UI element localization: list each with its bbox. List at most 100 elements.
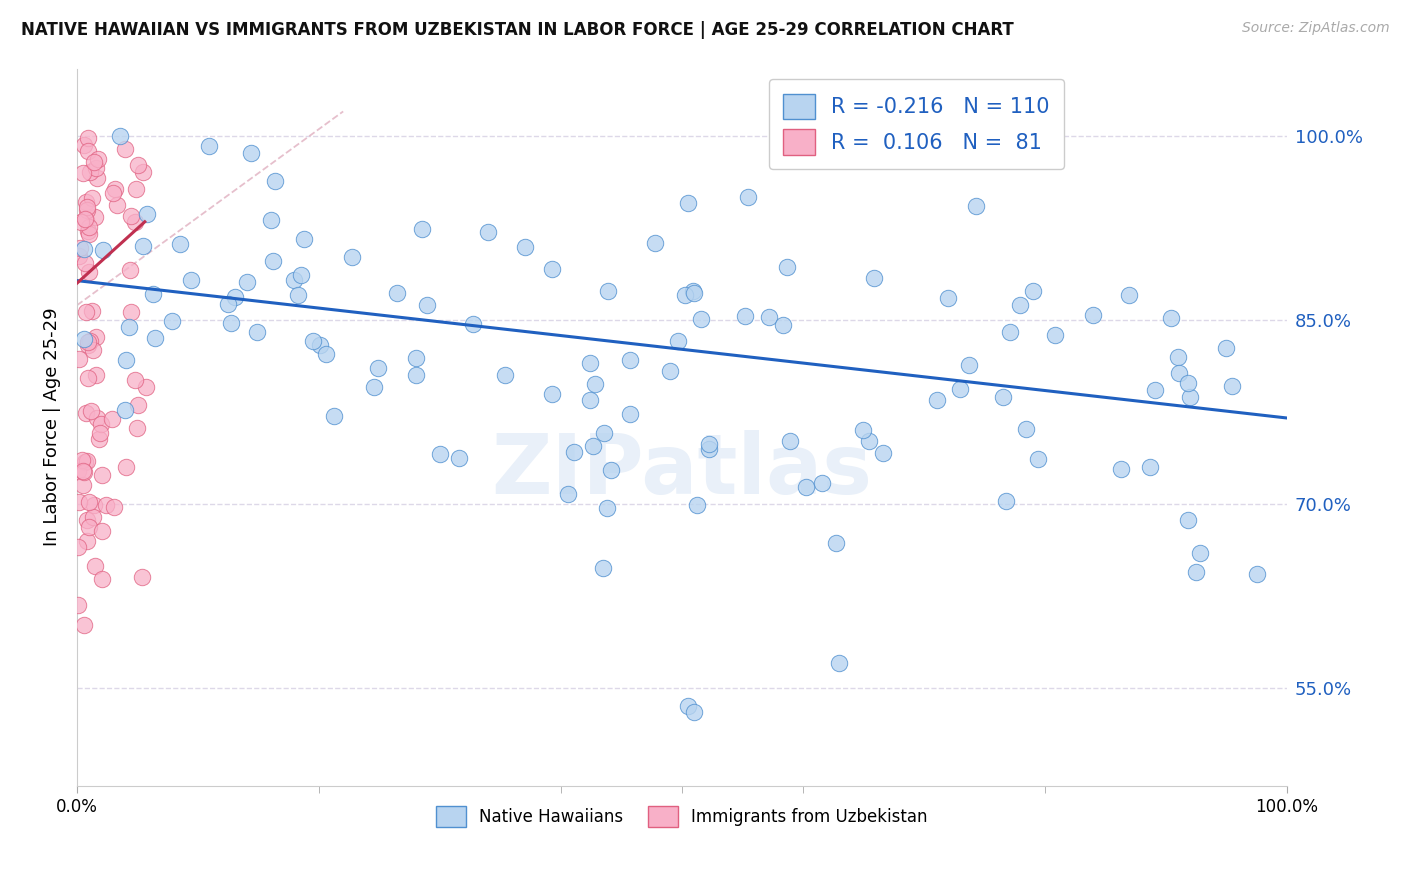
Point — [143, 331, 166, 345]
Point — [72, 166, 94, 180]
Point — [385, 285, 408, 300]
Point — [858, 434, 880, 448]
Point — [79, 227, 101, 241]
Point — [668, 334, 690, 349]
Point — [80, 191, 103, 205]
Point — [86, 152, 108, 166]
Point — [89, 417, 111, 431]
Point — [676, 195, 699, 210]
Point — [120, 305, 142, 319]
Point — [77, 265, 100, 279]
Point — [477, 225, 499, 239]
Point — [90, 572, 112, 586]
Point — [79, 219, 101, 234]
Point — [363, 380, 385, 394]
Point — [557, 486, 579, 500]
Point — [1111, 461, 1133, 475]
Point — [77, 144, 100, 158]
Point — [90, 468, 112, 483]
Point — [659, 364, 682, 378]
Point — [75, 406, 97, 420]
Point — [198, 138, 221, 153]
Point — [77, 520, 100, 534]
Point — [160, 314, 183, 328]
Text: NATIVE HAWAIIAN VS IMMIGRANTS FROM UZBEKISTAN IN LABOR FORCE | AGE 25-29 CORRELA: NATIVE HAWAIIAN VS IMMIGRANTS FROM UZBEK… — [21, 21, 1014, 38]
Point — [120, 210, 142, 224]
Point — [84, 329, 107, 343]
Point — [541, 387, 564, 401]
Point — [69, 241, 91, 255]
Point — [127, 421, 149, 435]
Point — [1246, 566, 1268, 581]
Point — [101, 411, 124, 425]
Point — [690, 312, 713, 326]
Point — [1014, 422, 1036, 436]
Point — [290, 268, 312, 282]
Point — [1177, 376, 1199, 391]
Point — [949, 382, 972, 396]
Point — [449, 450, 471, 465]
Point — [217, 297, 239, 311]
Point — [957, 359, 980, 373]
Point — [118, 320, 141, 334]
Point — [737, 190, 759, 204]
Point — [1026, 452, 1049, 467]
Point — [73, 455, 96, 469]
Point — [101, 186, 124, 201]
Point — [84, 161, 107, 175]
Point — [965, 198, 987, 212]
Point — [79, 334, 101, 348]
Point — [1144, 384, 1167, 398]
Point — [76, 534, 98, 549]
Point — [76, 370, 98, 384]
Point — [67, 464, 90, 478]
Point — [124, 215, 146, 229]
Point — [83, 498, 105, 512]
Point — [73, 617, 96, 632]
Point — [367, 360, 389, 375]
Point — [596, 284, 619, 298]
Point — [998, 325, 1021, 339]
Point — [246, 325, 269, 339]
Point — [66, 598, 89, 612]
Point — [405, 368, 427, 382]
Legend: Native Hawaiians, Immigrants from Uzbekistan: Native Hawaiians, Immigrants from Uzbeki… — [427, 797, 936, 835]
Point — [239, 145, 262, 160]
Point — [1118, 288, 1140, 302]
Point — [136, 207, 159, 221]
Point — [169, 236, 191, 251]
Point — [676, 699, 699, 714]
Point — [84, 558, 107, 573]
Point — [683, 705, 706, 719]
Point — [73, 256, 96, 270]
Point — [494, 368, 516, 382]
Point — [600, 463, 623, 477]
Point — [578, 392, 600, 407]
Point — [67, 495, 90, 509]
Point — [127, 398, 149, 412]
Point — [86, 411, 108, 425]
Point — [287, 287, 309, 301]
Point — [415, 298, 437, 312]
Point — [70, 215, 93, 229]
Point — [105, 198, 128, 212]
Point — [132, 165, 155, 179]
Point — [619, 353, 641, 368]
Point — [262, 254, 284, 268]
Point — [73, 242, 96, 256]
Point — [619, 407, 641, 421]
Point — [70, 453, 93, 467]
Point — [515, 240, 537, 254]
Point — [180, 273, 202, 287]
Point — [224, 290, 246, 304]
Point — [302, 334, 325, 348]
Point — [76, 454, 98, 468]
Point — [72, 478, 94, 492]
Point — [322, 409, 344, 423]
Point — [828, 656, 851, 670]
Point — [779, 434, 801, 449]
Point — [1178, 390, 1201, 404]
Point — [1139, 459, 1161, 474]
Point — [76, 513, 98, 527]
Point — [114, 353, 136, 368]
